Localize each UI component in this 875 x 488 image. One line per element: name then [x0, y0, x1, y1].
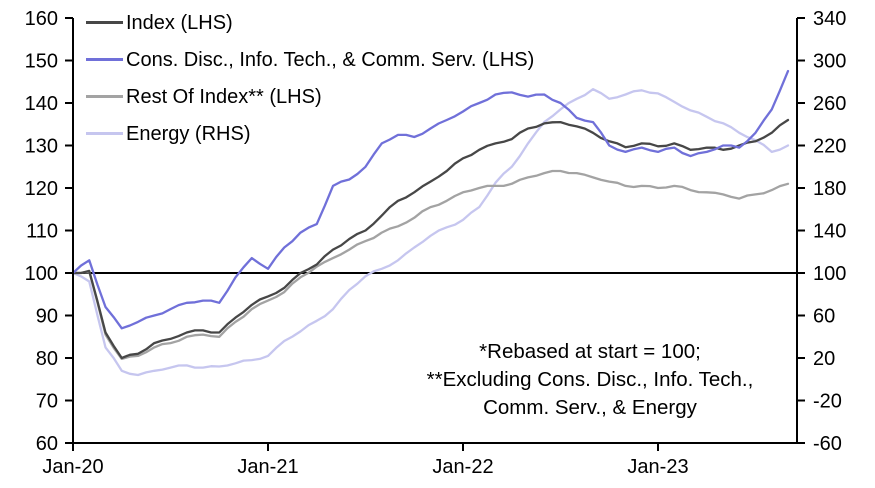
footnote-line: *Rebased at start = 100; — [479, 340, 701, 363]
right-tick-label: 300 — [813, 51, 846, 73]
x-tick-label: Jan-22 — [432, 456, 493, 478]
legend-swatch-index — [86, 21, 123, 24]
right-tick-label: -60 — [813, 433, 842, 455]
left-tick-label: 70 — [36, 391, 58, 413]
left-tick-label: 120 — [25, 178, 58, 200]
legend-swatch-rest-of-index — [86, 95, 123, 98]
legend-item-cons-disc-info-tech-comm-serv: Cons. Disc., Info. Tech., & Comm. Serv. … — [86, 41, 534, 78]
right-tick-label: 100 — [813, 263, 846, 285]
legend-swatch-cons-disc-info-tech-comm-serv — [86, 58, 123, 61]
footnote-line: Comm. Serv., & Energy — [483, 396, 697, 419]
chart-footnote: *Rebased at start = 100; **Excluding Con… — [370, 338, 810, 422]
legend-swatch-energy — [86, 132, 123, 135]
left-tick-label: 80 — [36, 348, 58, 370]
legend-label: Index (LHS) — [126, 11, 233, 34]
right-tick-label: 260 — [813, 93, 846, 115]
x-tick-label: Jan-21 — [237, 456, 298, 478]
right-tick-label: 20 — [813, 348, 835, 370]
right-tick-label: 220 — [813, 136, 846, 158]
chart-legend: Index (LHS) Cons. Disc., Info. Tech., & … — [86, 4, 534, 152]
series-line-3 — [71, 88, 790, 377]
series-line-2 — [71, 169, 790, 361]
left-tick-label: 100 — [25, 263, 58, 285]
left-tick-label: 130 — [25, 136, 58, 158]
legend-label: Rest Of Index** (LHS) — [126, 85, 322, 108]
right-tick-label: 340 — [813, 8, 846, 30]
legend-label: Cons. Disc., Info. Tech., & Comm. Serv. … — [126, 48, 535, 71]
x-tick-label: Jan-20 — [42, 456, 103, 478]
left-tick-label: 90 — [36, 306, 58, 328]
series-line-0 — [71, 118, 790, 360]
legend-item-energy: Energy (RHS) — [86, 115, 534, 152]
legend-item-index: Index (LHS) — [86, 4, 534, 41]
left-tick-label: 140 — [25, 93, 58, 115]
left-tick-label: 160 — [25, 8, 58, 30]
series-line-1 — [71, 69, 790, 330]
left-tick-label: 60 — [36, 433, 58, 455]
legend-item-rest-of-index: Rest Of Index** (LHS) — [86, 78, 534, 115]
right-tick-label: 60 — [813, 306, 835, 328]
footnote-line: **Excluding Cons. Disc., Info. Tech., — [426, 368, 754, 391]
right-tick-label: 180 — [813, 178, 846, 200]
left-tick-label: 150 — [25, 51, 58, 73]
right-tick-label: 140 — [813, 221, 846, 243]
left-tick-label: 110 — [26, 221, 58, 243]
right-tick-label: -20 — [813, 391, 842, 413]
legend-label: Energy (RHS) — [126, 122, 251, 145]
x-tick-label: Jan-23 — [627, 456, 688, 478]
